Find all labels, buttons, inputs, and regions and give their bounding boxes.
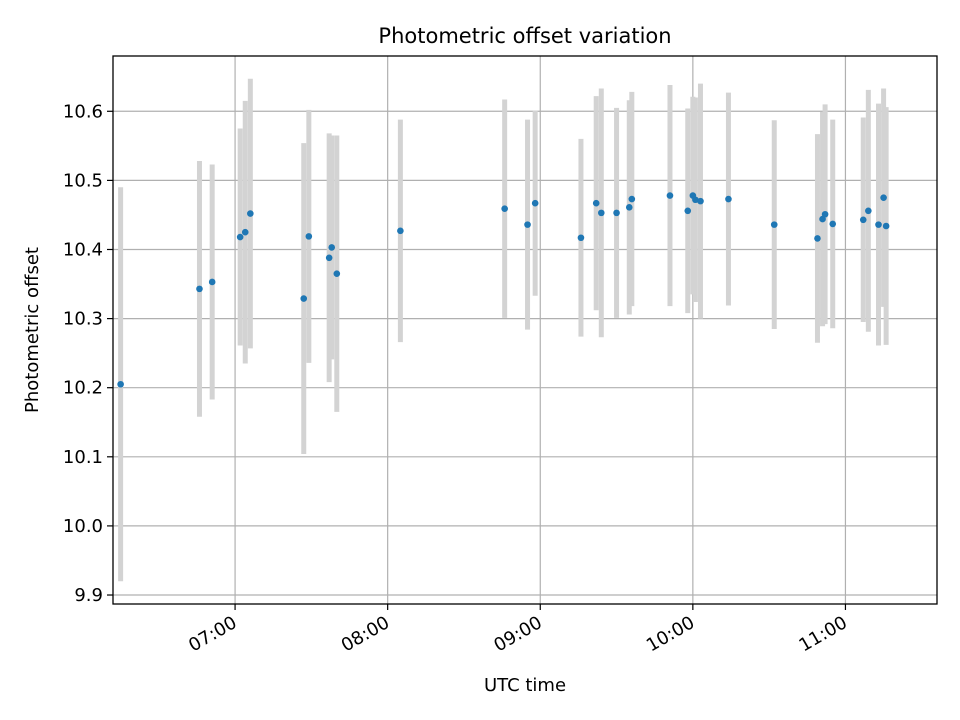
data-point [325,254,333,262]
data-point [692,196,699,204]
data-point [725,195,732,203]
data-point [531,199,539,207]
data-point [597,209,605,217]
data-point [397,227,404,235]
data-point [241,228,249,236]
y-tick-label: 10.0 [63,516,103,537]
data-point [821,210,829,218]
y-tick-label: 10.6 [63,101,103,122]
data-point [859,216,867,224]
data-point [577,234,585,242]
data-point [236,233,244,241]
data-point [305,233,313,240]
data-point [684,207,692,215]
data-point [592,199,600,207]
y-tick-label: 10.5 [63,170,103,191]
data-point [300,295,308,302]
data-point [625,204,633,211]
chart-title: Photometric offset variation [378,24,671,48]
data-point [208,278,216,286]
data-point [247,210,254,217]
y-tick-label: 10.3 [63,309,103,330]
data-point [770,221,778,228]
y-tick-label: 10.1 [63,447,103,468]
data-point [333,270,341,277]
data-point [882,222,890,230]
data-point [814,235,821,242]
y-tick-label: 10.2 [63,378,103,399]
data-point [196,285,203,293]
data-point [697,197,704,205]
data-point [628,195,636,203]
plot-frame [112,55,938,605]
x-axis-title: UTC time [484,675,566,696]
y-axis-title: Photometric offset [22,247,43,413]
data-point [117,380,124,388]
data-point [613,209,620,217]
data-point [501,205,508,213]
data-point [666,192,674,199]
y-tick-label: 9.9 [74,585,103,606]
data-point [880,194,887,201]
data-point [865,207,872,215]
y-tick-label: 10.4 [63,239,103,260]
data-point [875,221,882,228]
data-point [328,244,336,251]
data-point [524,221,531,228]
data-point [819,215,826,223]
data-point [829,220,837,228]
point-layer [117,192,890,388]
